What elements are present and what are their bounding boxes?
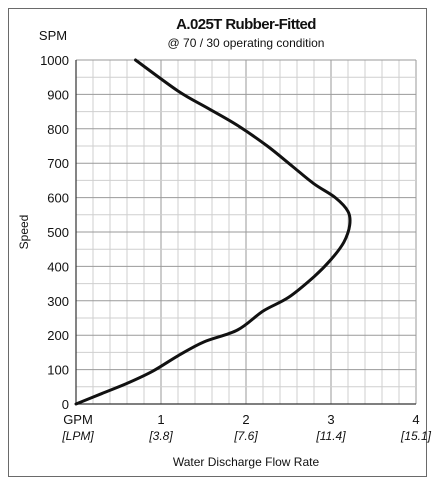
x-unit-label: GPM — [63, 412, 93, 427]
x-ticks: 1 [3.8] 2 [7.6] 3 [11.4] 4 [15.1] — [148, 412, 431, 443]
y-axis-label: Speed — [17, 215, 31, 250]
y-tick-label: 300 — [47, 294, 69, 309]
x-tick-label-secondary: [15.1] — [400, 429, 432, 443]
x-tick-label: 3 — [327, 412, 334, 427]
x-axis-label: Water Discharge Flow Rate — [173, 455, 320, 469]
y-tick-label: 800 — [47, 122, 69, 137]
x-tick-label: 2 — [242, 412, 249, 427]
x-tick-label-secondary: [11.4] — [315, 429, 346, 443]
y-tick-label: 200 — [47, 328, 69, 343]
y-tick-label: 500 — [47, 225, 69, 240]
x-tick-label-secondary: [3.8] — [148, 429, 173, 443]
y-tick-label: 0 — [62, 397, 69, 412]
grid — [75, 59, 417, 405]
y-ticks: 0 100 200 300 400 500 600 700 800 900 1000 — [40, 53, 69, 412]
y-tick-label: 900 — [47, 87, 69, 102]
y-tick-label: 100 — [47, 363, 69, 378]
chart-title: A.025T Rubber-Fitted — [176, 16, 316, 33]
x-unit-label-secondary: [LPM] — [61, 429, 94, 443]
y-tick-label: 1000 — [40, 53, 69, 68]
x-tick-label-secondary: [7.6] — [233, 429, 258, 443]
y-tick-label: 600 — [47, 191, 69, 206]
x-tick-label: 4 — [412, 412, 419, 427]
y-unit-label: SPM — [39, 28, 67, 43]
series-line — [74, 58, 352, 406]
chart-frame — [8, 8, 427, 477]
x-tick-label: 1 — [157, 412, 164, 427]
chart-subtitle: @ 70 / 30 operating condition — [168, 36, 325, 50]
y-tick-label: 700 — [47, 156, 69, 171]
y-tick-label: 400 — [47, 259, 69, 274]
